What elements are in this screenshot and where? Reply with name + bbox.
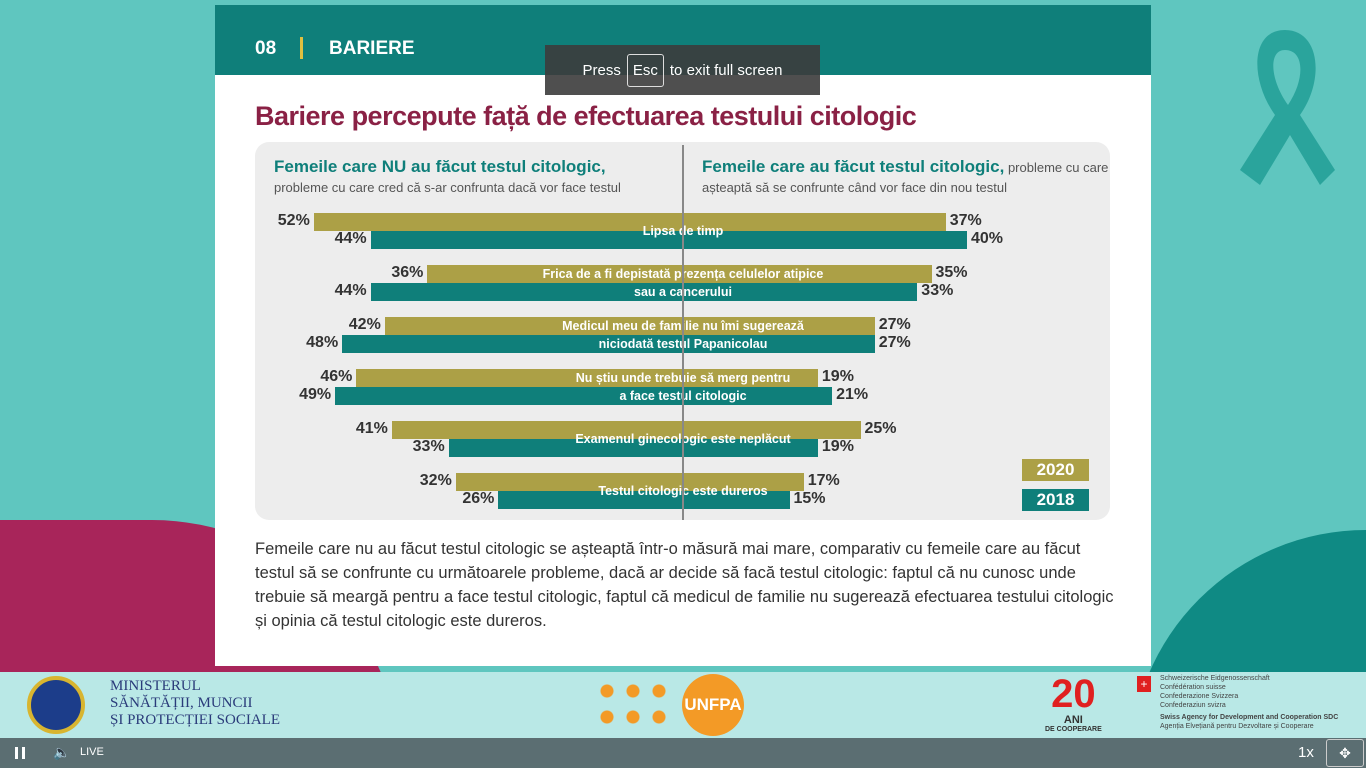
- legend-2018: 2018: [1022, 489, 1089, 511]
- slide-title: Bariere percepute față de efectuarea tes…: [255, 101, 917, 131]
- divider: [300, 37, 303, 59]
- value-label: 40%: [971, 230, 1004, 247]
- bar-tested-2018: [683, 231, 967, 249]
- value-label: 44%: [334, 230, 367, 247]
- value-label: 27%: [878, 316, 911, 333]
- swiss-flag-icon: +: [1137, 676, 1151, 692]
- value-label: 17%: [807, 472, 840, 489]
- bar-tested-2020: [683, 317, 875, 335]
- value-label: 25%: [864, 420, 897, 437]
- right-heading: Femeile care au făcut testul citologic, …: [702, 157, 1108, 177]
- anniv-sub: DE COOPERARE: [1045, 726, 1102, 733]
- bar-not-tested-2018: [335, 387, 683, 405]
- ministry-line: MINISTERUL: [110, 678, 201, 694]
- value-label: 27%: [878, 334, 911, 351]
- value-label: 33%: [921, 282, 954, 299]
- bar-not-tested-2020: [356, 369, 683, 387]
- bar-tested-2018: [683, 491, 790, 509]
- right-heading-bold: Femeile care au făcut testul citologic,: [702, 157, 1005, 176]
- fullscreen-toast: Press Esc to exit full screen: [545, 45, 820, 95]
- bar-tested-2020: [683, 421, 861, 439]
- slide: 08 BARIERE Bariere percepute față de efe…: [215, 5, 1151, 666]
- value-label: 44%: [334, 282, 367, 299]
- volume-icon[interactable]: 🔈: [53, 744, 71, 760]
- ribbon-icon: [1230, 20, 1340, 190]
- right-heading-rest: probleme cu care: [1004, 160, 1109, 175]
- swiss-line: Confederazione Svizzera: [1160, 693, 1239, 700]
- section-title: BARIERE: [329, 38, 415, 59]
- left-heading: Femeile care NU au făcut testul citologi…: [274, 157, 606, 176]
- value-label: 21%: [836, 386, 869, 403]
- bar-not-tested-2018: [342, 335, 683, 353]
- unfpa-logo: UNFPA: [682, 674, 744, 736]
- swiss-line: Schweizerische Eidgenossenschaft: [1160, 675, 1270, 682]
- bar-not-tested-2018: [498, 491, 683, 509]
- value-label: 48%: [306, 334, 339, 351]
- right-subheading: așteaptă să se confrunte când vor face d…: [702, 180, 1007, 195]
- bar-not-tested-2018: [370, 283, 683, 301]
- swiss-line: Confédération suisse: [1160, 684, 1226, 691]
- value-label: 35%: [935, 264, 968, 281]
- value-label: 32%: [419, 472, 452, 489]
- bar-tested-2018: [683, 387, 833, 405]
- value-label: 19%: [821, 368, 854, 385]
- player-controls: 🔈 LIVE 1x ✥: [0, 738, 1366, 768]
- bar-tested-2020: [683, 213, 946, 231]
- bar-tested-2018: [683, 335, 875, 353]
- value-label: 26%: [462, 490, 495, 507]
- sdc-line: Swiss Agency for Development and Coopera…: [1160, 714, 1339, 721]
- value-label: 42%: [348, 316, 381, 333]
- legend-2020: 2020: [1022, 459, 1089, 481]
- anniv-label: ANI: [1063, 714, 1083, 726]
- bar-not-tested-2020: [384, 317, 683, 335]
- esc-key: Esc: [626, 53, 664, 87]
- exit-fullscreen-button[interactable]: ✥: [1326, 739, 1364, 767]
- value-label: 52%: [277, 212, 310, 229]
- value-label: 36%: [391, 264, 424, 281]
- bar-not-tested-2020: [391, 421, 683, 439]
- coat-of-arms-icon: [27, 676, 85, 734]
- bar-tested-2018: [683, 439, 818, 457]
- speed-button[interactable]: 1x: [1298, 744, 1314, 761]
- toast-text: Press: [582, 61, 621, 79]
- swiss-line: Confederaziun svizra: [1160, 702, 1226, 709]
- bar-not-tested-2018: [370, 231, 683, 249]
- live-label: LIVE: [80, 746, 104, 758]
- bar-not-tested-2018: [448, 439, 683, 457]
- unfpa-dots-icon: [594, 678, 668, 734]
- bar-not-tested-2020: [313, 213, 683, 231]
- bar-tested-2020: [683, 265, 932, 283]
- bar-tested-2020: [683, 369, 818, 387]
- value-label: 19%: [821, 438, 854, 455]
- value-label: 49%: [299, 386, 332, 403]
- value-label: 15%: [793, 490, 826, 507]
- left-subheading: probleme cu care cred că s-ar confrunta …: [274, 180, 621, 195]
- ministry-line: ȘI PROTECȚIEI SOCIALE: [110, 712, 280, 728]
- pause-icon[interactable]: [15, 747, 25, 759]
- swiss-text: Schweizerische Eidgenossenschaft Confédér…: [1160, 674, 1338, 731]
- section-number: 08: [255, 38, 277, 59]
- toast-text: to exit full screen: [669, 61, 783, 79]
- sdc-line: Agenția Elvețiană pentru Dezvoltare și C…: [1160, 723, 1314, 730]
- bar-not-tested-2020: [427, 265, 683, 283]
- value-label: 41%: [355, 420, 388, 437]
- anniversary-logo: 20 ANI DE COOPERARE: [1045, 674, 1102, 734]
- center-axis: [682, 145, 684, 520]
- bar-not-tested-2020: [455, 473, 683, 491]
- bar-tested-2020: [683, 473, 804, 491]
- value-label: 37%: [949, 212, 982, 229]
- value-label: 33%: [412, 438, 445, 455]
- ministry-line: SĂNĂTĂȚII, MUNCII: [110, 695, 253, 711]
- bar-tested-2018: [683, 283, 918, 301]
- anniv-number: 20: [1051, 672, 1096, 716]
- value-label: 46%: [320, 368, 353, 385]
- ministry-name: MINISTERUL SĂNĂTĂȚII, MUNCII ȘI PROTECȚI…: [110, 678, 280, 729]
- summary-paragraph: Femeile care nu au făcut testul citologi…: [255, 540, 1114, 630]
